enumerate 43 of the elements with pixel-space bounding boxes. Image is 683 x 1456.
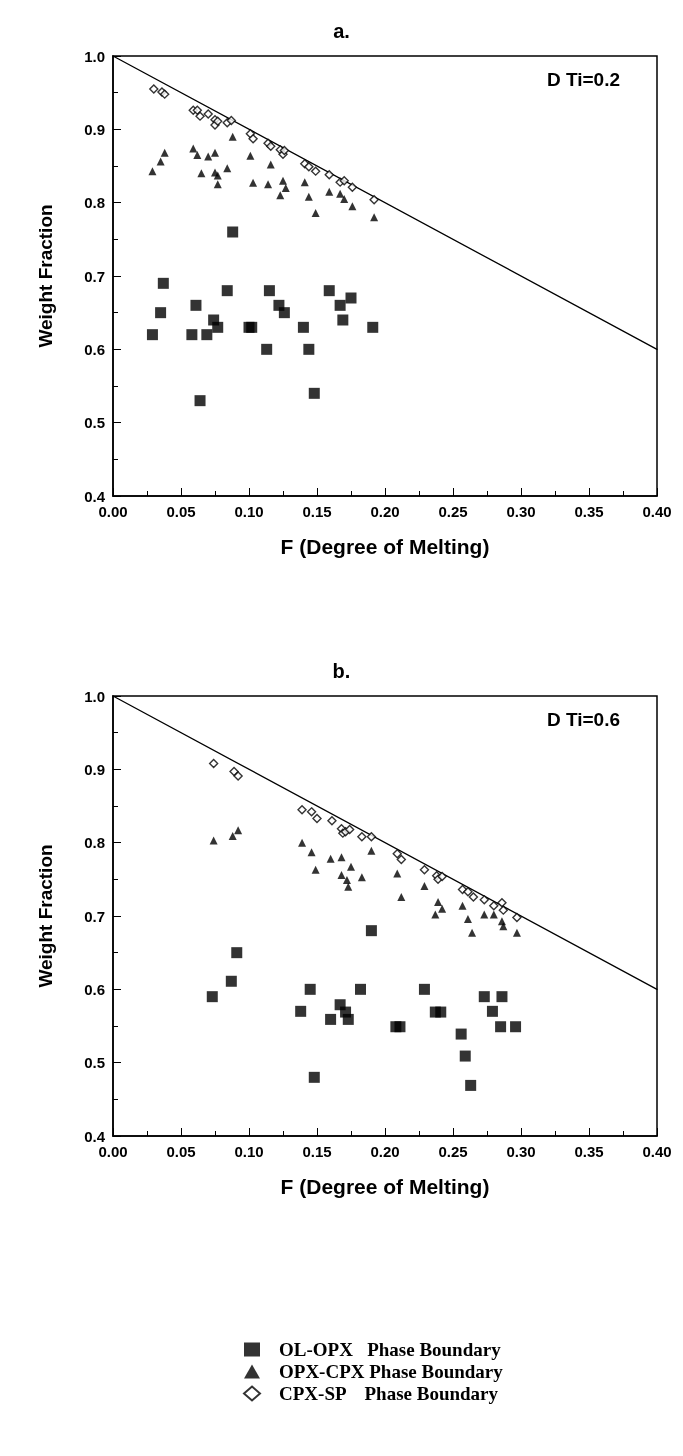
x-tick-label: 0.40: [642, 1143, 672, 1160]
y-tick-label: 0.7: [84, 267, 105, 285]
y-tick-label: 0.5: [84, 1054, 105, 1072]
x-tick-label: 0.10: [234, 1143, 264, 1160]
y-axis-title: Weight Fraction: [35, 844, 56, 988]
x-tick-label: 0.40: [642, 503, 672, 520]
y-tick-label: 0.9: [84, 120, 105, 138]
x-tick-label: 0.00: [98, 503, 128, 520]
x-tick-label: 0.05: [166, 1143, 196, 1160]
legend-label: OPX-CPX Phase Boundary: [279, 1361, 504, 1382]
annotation: D Ti=0.6: [546, 709, 621, 730]
y-tick-label: 1.0: [84, 687, 105, 705]
x-tick-label: 0.15: [302, 503, 332, 520]
chart-title: a.: [333, 20, 350, 42]
x-tick-label: 0.25: [438, 1143, 468, 1160]
x-axis-title: F (Degree of Melting): [280, 535, 490, 558]
x-tick-label: 0.35: [574, 1143, 604, 1160]
legend-label: OL-OPX Phase Boundary: [279, 1339, 502, 1360]
chart-title: b.: [332, 660, 351, 682]
y-tick-label: 1.0: [84, 47, 105, 65]
y-axis-title: Weight Fraction: [35, 204, 56, 348]
y-tick-label: 0.4: [84, 1127, 106, 1145]
y-tick-label: 0.9: [84, 760, 105, 778]
x-tick-label: 0.05: [166, 503, 196, 520]
x-tick-label: 0.15: [302, 1143, 332, 1160]
y-tick-label: 0.5: [84, 414, 105, 432]
x-tick-label: 0.20: [370, 503, 400, 520]
x-tick-label: 0.30: [506, 1143, 536, 1160]
y-tick-label: 0.7: [84, 907, 105, 925]
y-tick-label: 0.6: [84, 980, 105, 998]
annotation: D Ti=0.2: [546, 69, 621, 90]
y-tick-label: 0.8: [84, 194, 105, 212]
y-tick-label: 0.6: [84, 340, 105, 358]
x-tick-label: 0.20: [370, 1143, 400, 1160]
x-tick-label: 0.00: [98, 1143, 128, 1160]
x-tick-label: 0.35: [574, 503, 604, 520]
x-tick-label: 0.25: [438, 503, 468, 520]
y-tick-label: 0.4: [84, 487, 106, 505]
x-tick-label: 0.10: [234, 503, 264, 520]
x-axis-title: F (Degree of Melting): [280, 1175, 490, 1198]
legend-label: CPX-SP Phase Boundary: [279, 1383, 499, 1404]
x-tick-label: 0.30: [506, 503, 536, 520]
y-tick-label: 0.8: [84, 834, 105, 852]
